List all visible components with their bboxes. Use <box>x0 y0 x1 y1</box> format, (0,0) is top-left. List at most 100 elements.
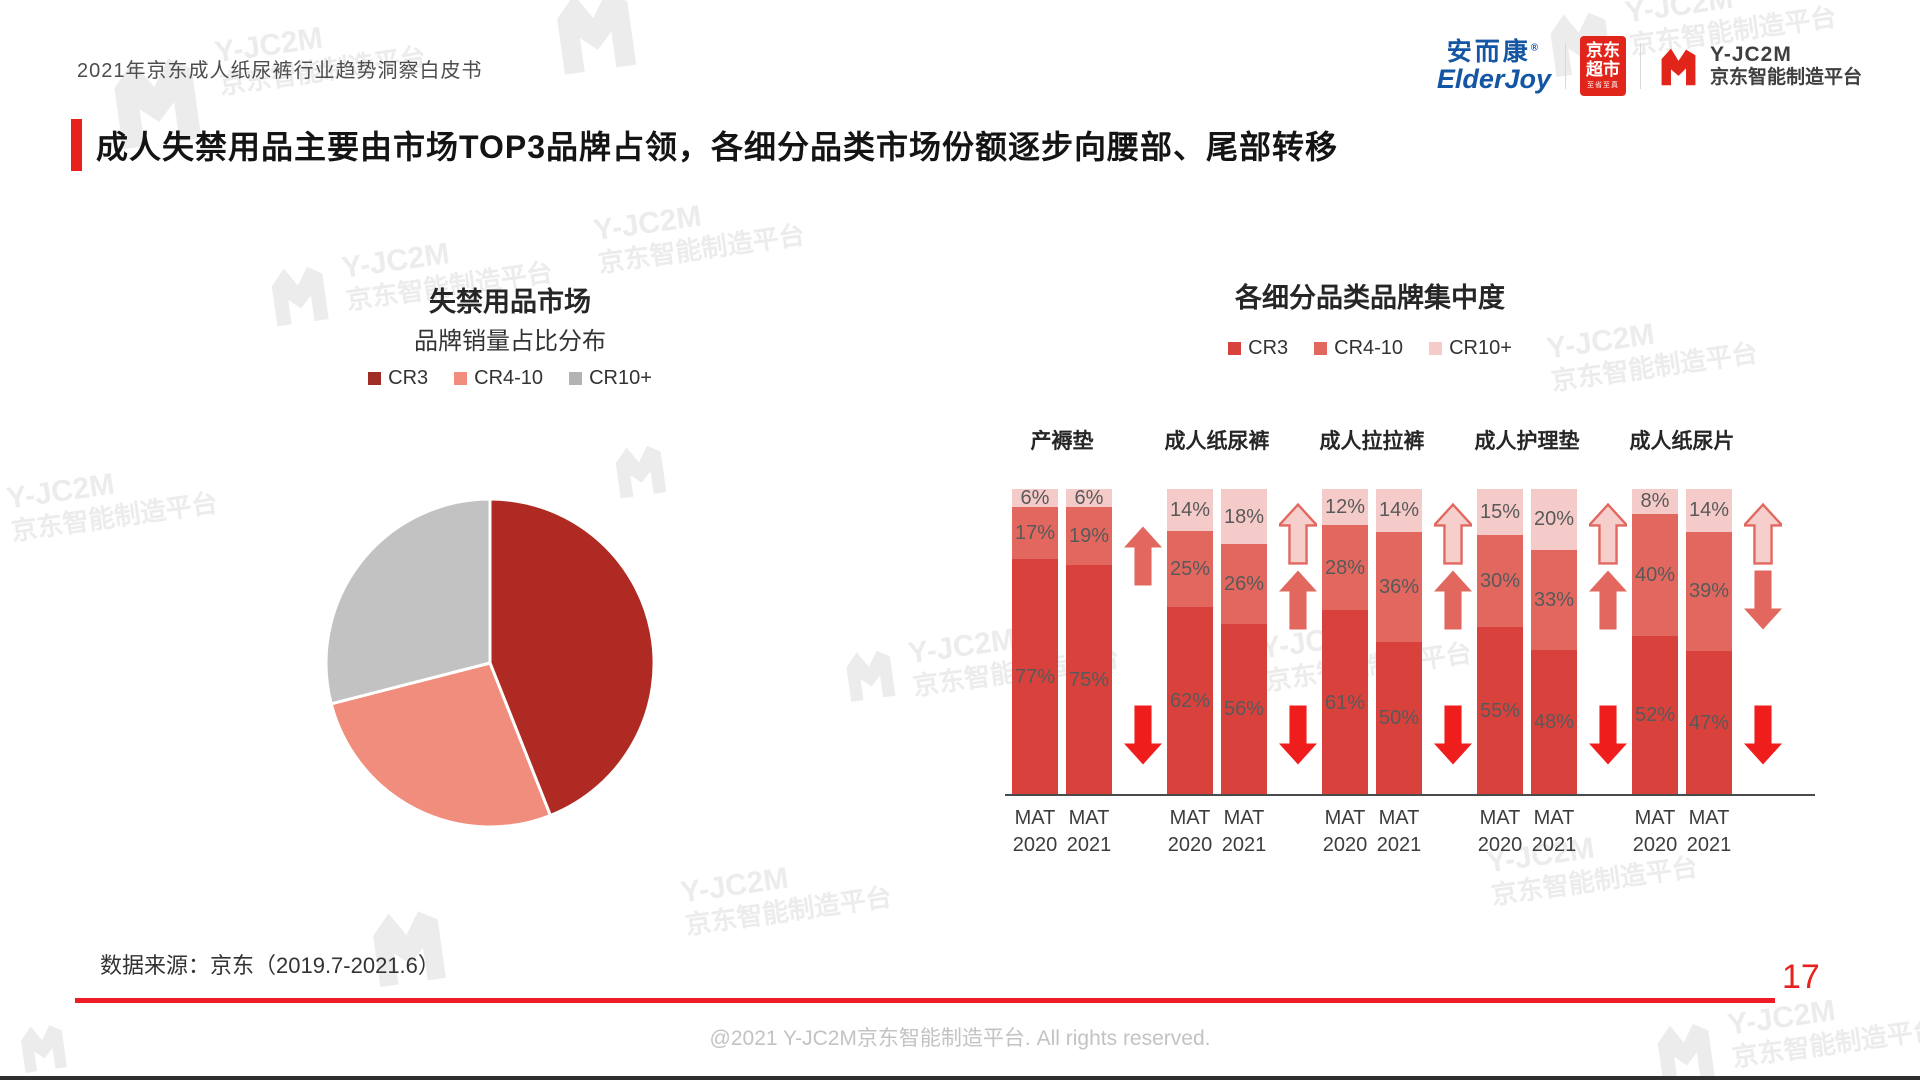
segment-value: 26% <box>1223 572 1265 595</box>
segment-cr3: 55% <box>1477 626 1523 795</box>
segment-value: 77% <box>1014 666 1056 689</box>
yjc2m-logo: Y-JC2M 京东智能制造平台 <box>1655 43 1862 90</box>
segment-value: 12% <box>1324 496 1366 519</box>
segment-value: 33% <box>1533 588 1575 611</box>
x-axis-label: MAT 2020 <box>1322 807 1368 856</box>
x-axis-label: MAT 2020 <box>1477 807 1523 856</box>
legend-item-cr4-10: CR4-10 <box>1314 337 1403 360</box>
trend-arrow-up-icon <box>1434 569 1472 631</box>
legend-item-cr4-10: CR4-10 <box>454 367 543 390</box>
segment-value: 6% <box>1020 487 1050 510</box>
legend-swatch <box>1429 342 1443 355</box>
legend-swatch <box>454 372 468 385</box>
segment-cr3: 56% <box>1221 623 1267 795</box>
x-axis-label: MAT 2020 <box>1167 807 1213 856</box>
x-axis-label: MAT 2021 <box>1376 807 1422 856</box>
segment-value: 18% <box>1223 505 1265 528</box>
segment-cr4-10: 25% <box>1167 531 1213 608</box>
stacked-bar-mat-2020: 12% 28% 61% <box>1322 489 1368 796</box>
segment-cr10+: 14% <box>1686 489 1732 532</box>
segment-cr4-10: 36% <box>1376 531 1422 642</box>
trend-arrow-down-icon <box>1589 704 1627 766</box>
pie-chart-title: 失禁用品市场 <box>429 287 591 317</box>
segment-value: 15% <box>1479 500 1521 523</box>
copyright-text: @2021 Y-JC2M京东智能制造平台. All rights reserve… <box>709 1027 1211 1050</box>
pie-legend: CR3 CR4-10 CR10+ <box>300 367 720 390</box>
segment-value: 56% <box>1223 698 1265 721</box>
stacked-bar-mat-2021: 6% 19% 75% <box>1066 488 1112 795</box>
yjc2m-watermark <box>539 0 652 86</box>
stacked-bar-mat-2020: 8% 40% 52% <box>1632 489 1678 795</box>
legend-label: CR3 <box>1248 337 1289 359</box>
footer-red-line <box>75 998 1775 1003</box>
segment-value: 14% <box>1688 499 1730 522</box>
legend-label: CR4-10 <box>1334 337 1404 359</box>
header-note: 2021年京东成人纸尿裤行业趋势洞察白皮书 <box>77 60 483 82</box>
x-axis-label: MAT 2021 <box>1531 807 1577 856</box>
pie-slice-cr3 <box>488 497 656 817</box>
segment-value: 30% <box>1479 569 1521 592</box>
trend-arrow-down-icon <box>1434 704 1472 766</box>
yjc2m-logo-mark <box>1661 48 1696 85</box>
segment-cr10+: 8% <box>1632 489 1678 514</box>
segment-value: 47% <box>1688 711 1730 734</box>
segment-cr10+: 12% <box>1322 489 1368 526</box>
stacked-bar-mat-2020: 14% 25% 62% <box>1167 489 1213 796</box>
stacked-bar-mat-2021: 14% 36% 50% <box>1376 489 1422 795</box>
segment-cr3: 62% <box>1167 607 1213 796</box>
legend-item-cr10+: CR10+ <box>569 367 652 390</box>
legend-label: CR4-10 <box>474 367 544 389</box>
segment-value: 36% <box>1378 575 1420 598</box>
elderjoy-logo: 安而康® ElderJoy <box>1436 37 1551 94</box>
segment-cr10+: 20% <box>1531 489 1577 550</box>
stacked-bar-mat-2020: 6% 17% 77% <box>1012 487 1058 795</box>
stacked-bar-mat-2021: 18% 26% 56% <box>1221 489 1267 795</box>
segment-cr3: 75% <box>1066 565 1112 795</box>
x-axis-label: MAT 2021 <box>1066 807 1112 856</box>
segment-cr4-10: 39% <box>1686 531 1732 652</box>
category-label: 产褥垫 <box>1030 430 1094 453</box>
segment-value: 8% <box>1640 490 1670 513</box>
segment-cr4-10: 30% <box>1477 534 1523 627</box>
segment-cr10+: 6% <box>1012 487 1058 510</box>
trend-arrow-down-icon <box>1744 704 1782 766</box>
segment-value: 28% <box>1324 556 1366 579</box>
logo-divider <box>1639 43 1641 89</box>
bar-chart-title: 各细分品类品牌集中度 <box>1235 283 1505 313</box>
segment-value: 62% <box>1169 690 1211 713</box>
x-axis-label: MAT 2020 <box>1632 807 1678 856</box>
bar-group-成人护理垫: 成人护理垫 15% 30% 55% MAT 2020 20% 33% 48% MAT 2021 <box>1475 430 1630 856</box>
segment-value: 25% <box>1169 558 1211 581</box>
segment-value: 39% <box>1688 580 1730 603</box>
legend-item-cr10+: CR10+ <box>1429 337 1512 360</box>
bar-group-成人纸尿裤: 成人纸尿裤 14% 25% 62% MAT 2020 18% 26% 56% MAT 2021 <box>1165 430 1320 856</box>
category-label: 成人护理垫 <box>1474 430 1580 453</box>
bar-group-产褥垫: 产褥垫 6% 17% 77% MAT 2020 6% 19% 75% MAT 2021 <box>1012 430 1162 856</box>
segment-cr10+: 18% <box>1221 489 1267 545</box>
trend-arrow-down-icon <box>1124 704 1162 766</box>
logo-divider <box>1564 43 1566 89</box>
segment-cr4-10: 40% <box>1632 513 1678 636</box>
segment-value: 61% <box>1324 691 1366 714</box>
segment-value: 40% <box>1634 563 1676 586</box>
yjc2m-watermark <box>356 894 460 998</box>
x-axis-label: MAT 2021 <box>1686 807 1732 856</box>
segment-cr3: 50% <box>1376 641 1422 795</box>
segment-value: 14% <box>1378 499 1420 522</box>
source-note: 数据来源：京东（2019.7-2021.6） <box>100 953 440 978</box>
legend-item-cr3: CR3 <box>368 367 428 390</box>
bar-group-成人纸尿片: 成人纸尿片 8% 40% 52% MAT 2020 14% 39% 47% MAT 2021 <box>1630 430 1785 856</box>
segment-cr10+: 14% <box>1376 489 1422 532</box>
legend-label: CR3 <box>388 367 429 389</box>
bottom-edge-strip <box>0 1076 1920 1080</box>
segment-value: 55% <box>1479 699 1521 722</box>
segment-value: 19% <box>1068 525 1110 548</box>
pie-chart-subtitle: 品牌销量占比分布 <box>414 328 606 355</box>
segment-value: 17% <box>1014 522 1056 545</box>
legend-swatch <box>569 372 583 385</box>
legend-label: CR10+ <box>1449 337 1512 359</box>
segment-value: 75% <box>1068 669 1110 692</box>
jd-supermarket-logo: 京东 超市 至省至真 <box>1579 36 1626 96</box>
stacked-bar-mat-2021: 14% 39% 47% <box>1686 489 1732 795</box>
